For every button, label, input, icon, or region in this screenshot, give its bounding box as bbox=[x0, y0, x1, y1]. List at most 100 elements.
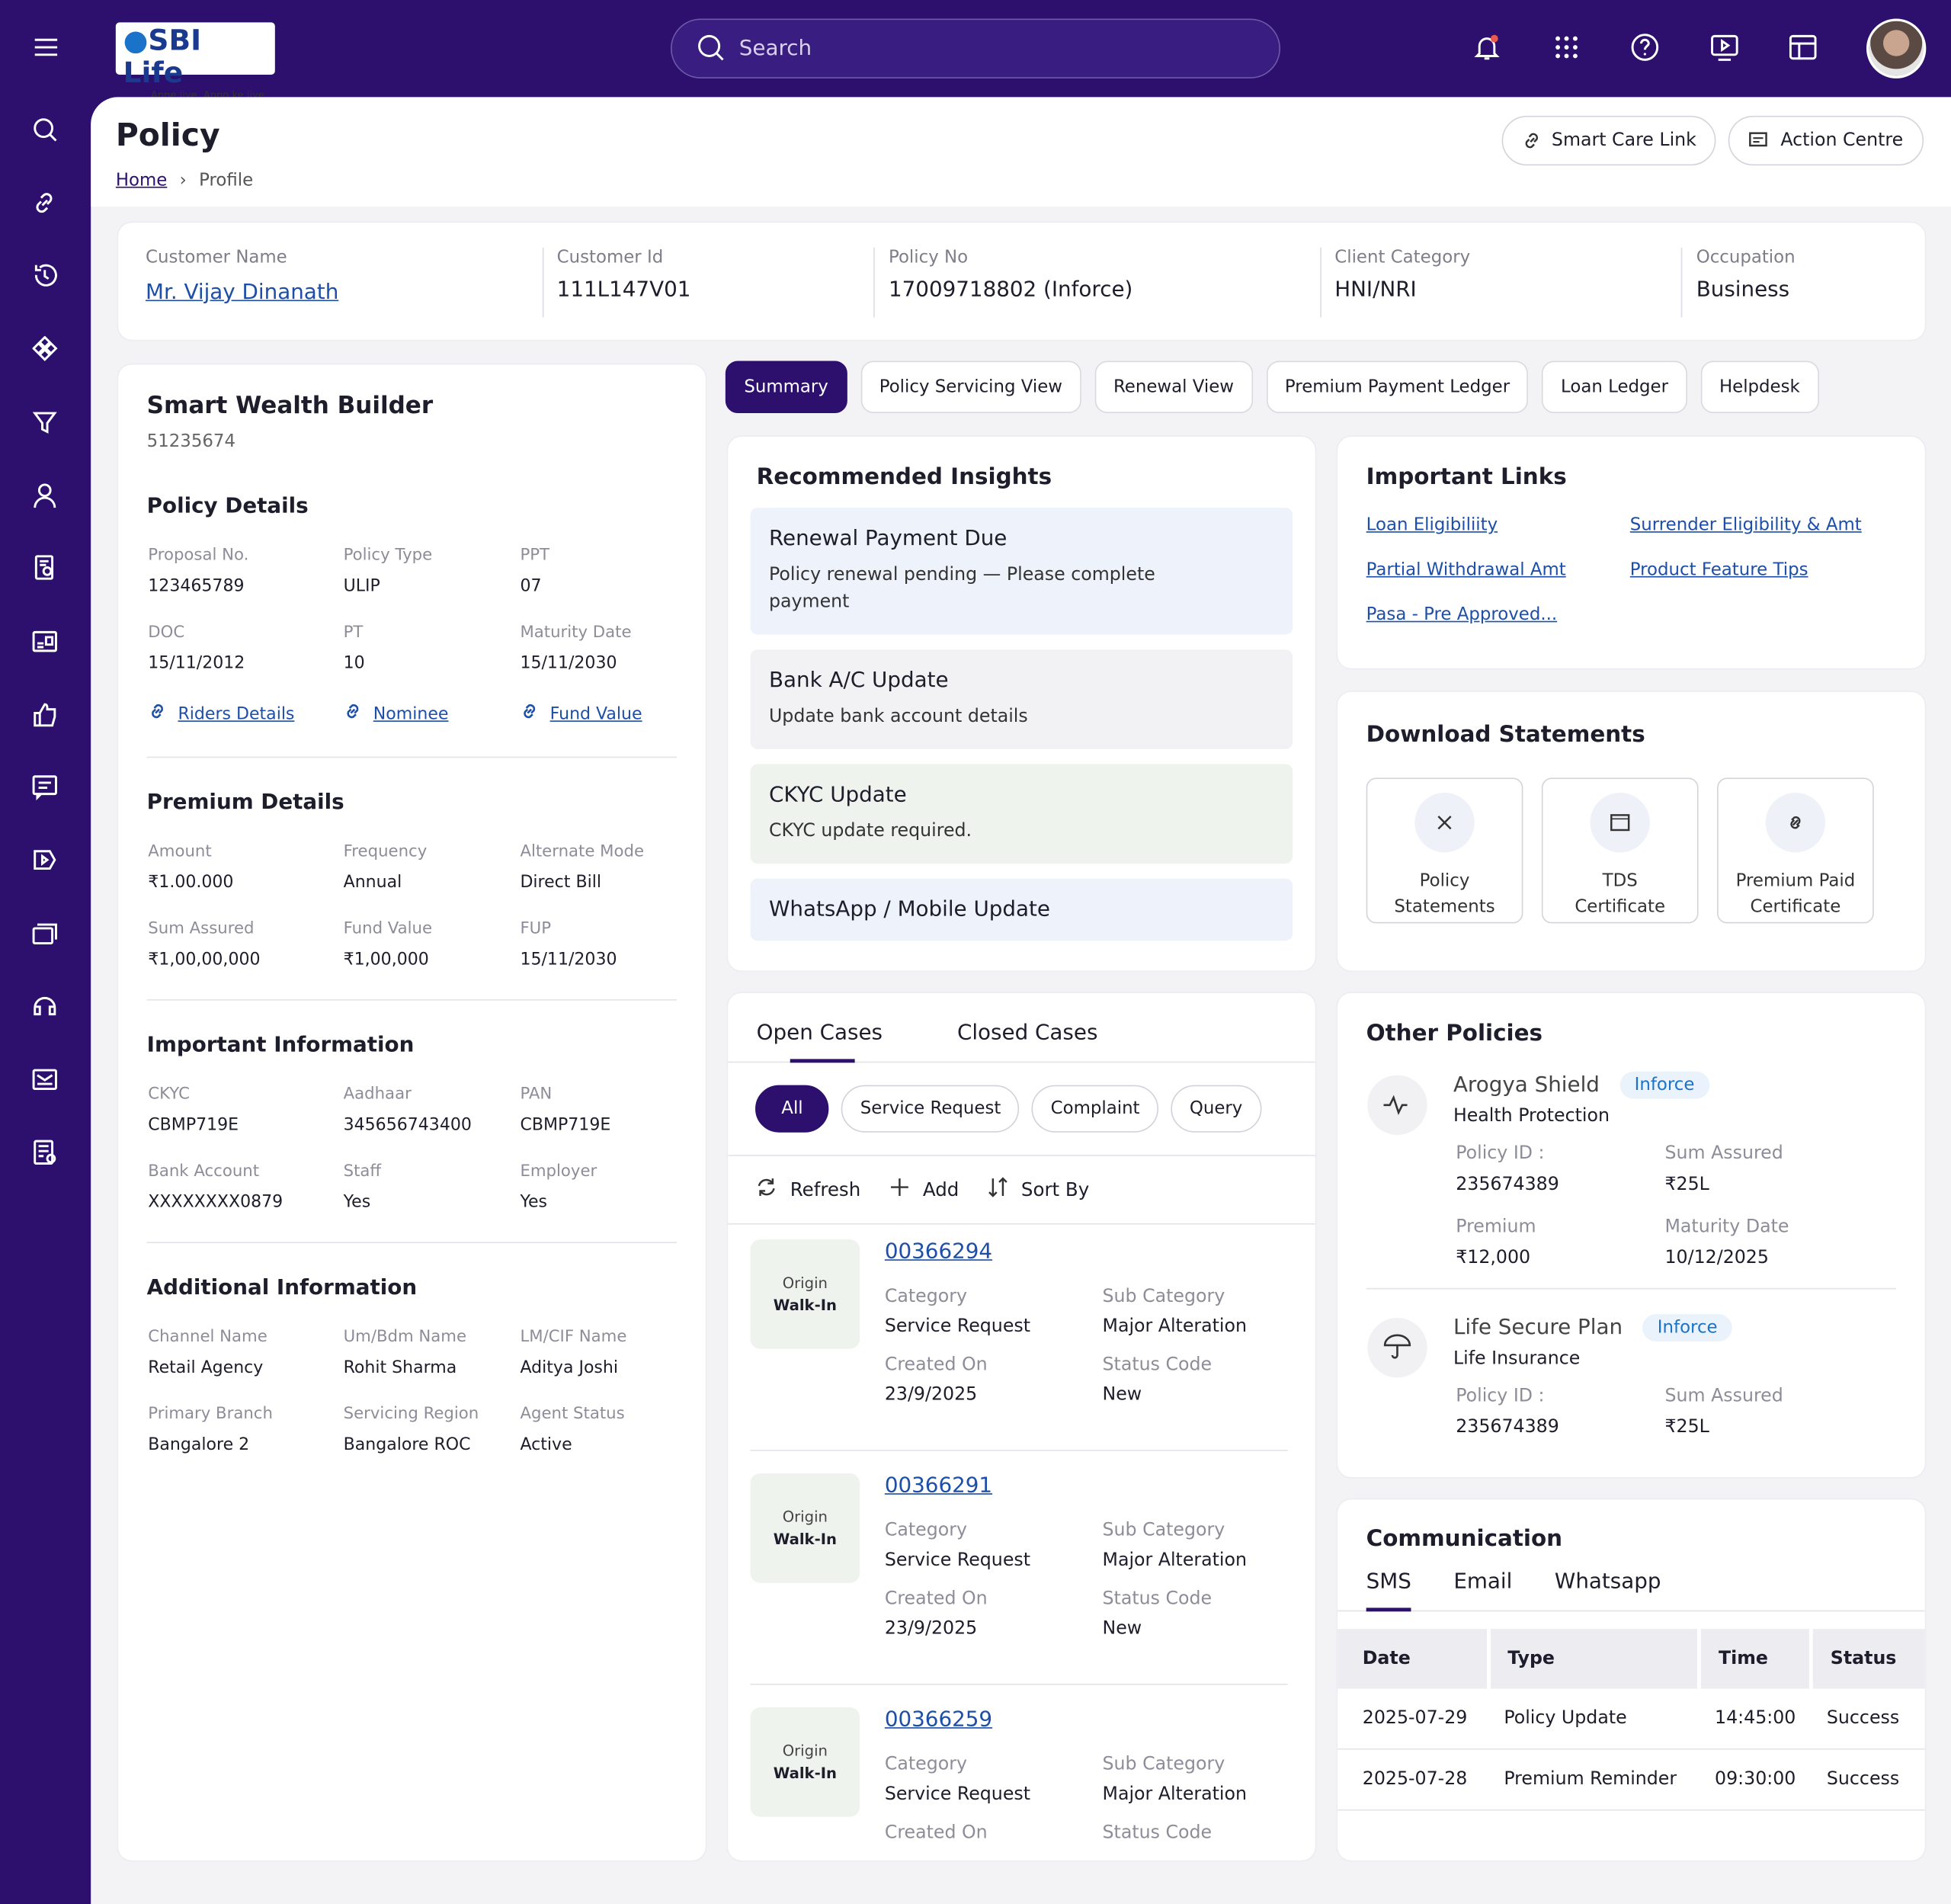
case-id[interactable]: 00366259 bbox=[884, 1707, 993, 1733]
top-icon[interactable] bbox=[1631, 34, 1661, 69]
comm-tab[interactable]: Email bbox=[1453, 1569, 1513, 1595]
toolbar-label: Refresh bbox=[790, 1178, 861, 1201]
case-details: 00366291 Category Service Request Sub Categ… bbox=[885, 1473, 1288, 1662]
sidebar-icon[interactable] bbox=[32, 555, 59, 587]
case-id[interactable]: 00366291 bbox=[884, 1473, 993, 1499]
important-link[interactable]: Surrender Eligibility & Amt bbox=[1629, 514, 1862, 536]
case-field: Created On bbox=[885, 1823, 1103, 1843]
sidebar-icon[interactable] bbox=[32, 993, 59, 1025]
toolbar-button[interactable]: Sort By bbox=[986, 1176, 1089, 1204]
sidebar-icon[interactable] bbox=[32, 482, 59, 514]
sidebar-icon[interactable] bbox=[32, 921, 59, 953]
field-label: Status Code bbox=[1102, 1588, 1213, 1610]
field: LM/CIF Name Aditya Joshi bbox=[519, 1328, 677, 1377]
policy-number: 51235674 bbox=[146, 431, 236, 452]
field-value: 345656743400 bbox=[343, 1114, 472, 1135]
case-fields: Category Service Request Sub Category Major… bbox=[885, 1521, 1288, 1639]
table-cell: 2025-07-28 bbox=[1338, 1750, 1487, 1811]
filter-chip[interactable]: Query bbox=[1171, 1085, 1261, 1133]
sidebar-icon[interactable] bbox=[32, 1140, 59, 1172]
case-field: Category Service Request bbox=[885, 1521, 1103, 1570]
tab[interactable]: Renewal View bbox=[1094, 361, 1253, 414]
field-value: ₹1,00,00,000 bbox=[148, 949, 261, 970]
detail-link[interactable]: Fund Value bbox=[519, 700, 677, 726]
filter-chip[interactable]: Service Request bbox=[841, 1085, 1020, 1133]
breadcrumb-home[interactable]: Home bbox=[115, 170, 168, 191]
case-field: Sub Category Major Alteration bbox=[1103, 1521, 1288, 1570]
policy-type: Life Insurance bbox=[1453, 1348, 1581, 1369]
detail-link[interactable]: Riders Details bbox=[147, 700, 342, 726]
top-icon[interactable] bbox=[1552, 34, 1582, 69]
tab[interactable]: Policy Servicing View bbox=[860, 361, 1081, 414]
important-link[interactable]: Pasa - Pre Approved... bbox=[1366, 604, 1558, 625]
download-item[interactable]: TDS Certificate bbox=[1541, 777, 1699, 924]
logo[interactable]: ●SBI Life Apne liye. Apno ke liye. bbox=[115, 22, 275, 101]
field-value: Bangalore ROC bbox=[343, 1434, 471, 1455]
case-item: Origin Walk-In 00366294 Category Service Req… bbox=[750, 1239, 1288, 1451]
top-icon-svg bbox=[1555, 36, 1578, 59]
toolbar-button[interactable]: Add bbox=[888, 1176, 959, 1204]
table-cell: 14:45:00 bbox=[1697, 1689, 1810, 1750]
customer-field: Occupation Business bbox=[1681, 247, 1925, 318]
avatar[interactable] bbox=[1866, 18, 1927, 79]
important-link[interactable]: Product Feature Tips bbox=[1629, 559, 1808, 580]
filter-chip[interactable]: Complaint bbox=[1032, 1085, 1159, 1133]
sidebar-icon[interactable] bbox=[32, 263, 59, 295]
sidebar-icon[interactable] bbox=[32, 409, 59, 441]
top-icon[interactable] bbox=[1710, 34, 1740, 69]
insight-title: Renewal Payment Due bbox=[768, 526, 1008, 552]
sidebar-icon[interactable] bbox=[32, 190, 59, 222]
menu-icon[interactable] bbox=[32, 35, 59, 60]
smart-care-link-button[interactable]: Smart Care Link bbox=[1501, 115, 1717, 166]
field-value: Service Request bbox=[884, 1550, 1031, 1571]
sidebar-icon[interactable] bbox=[32, 848, 59, 880]
download-item[interactable]: Premium Paid Certificate bbox=[1717, 777, 1874, 924]
important-link[interactable]: Loan Eligibiliity bbox=[1366, 514, 1498, 536]
table-cell: Success bbox=[1809, 1689, 1925, 1750]
case-tab[interactable]: Open Cases bbox=[757, 1021, 883, 1063]
download-item[interactable]: Policy Statements bbox=[1366, 777, 1523, 924]
policy-field: Policy ID : 235674389 bbox=[1456, 1143, 1664, 1194]
sidebar-icon[interactable] bbox=[32, 628, 59, 660]
field: Sum Assured ₹1,00,00,000 bbox=[147, 920, 342, 970]
field: Maturity Date 15/11/2030 bbox=[519, 623, 677, 673]
field-label: Created On bbox=[884, 1588, 988, 1610]
tab[interactable]: Premium Payment Ledger bbox=[1266, 361, 1529, 414]
sidebar-icon[interactable] bbox=[32, 701, 59, 733]
tab[interactable]: Loan Ledger bbox=[1542, 361, 1687, 414]
field-value[interactable]: Mr. Vijay Dinanath bbox=[146, 280, 339, 305]
comm-tab[interactable]: Whatsapp bbox=[1554, 1569, 1661, 1595]
comm-tab[interactable]: SMS bbox=[1366, 1569, 1411, 1612]
sidebar-icon[interactable] bbox=[32, 774, 59, 806]
sidebar-icon[interactable] bbox=[32, 335, 59, 368]
case-field: Category Service Request bbox=[885, 1287, 1103, 1336]
top-icon[interactable] bbox=[1789, 34, 1819, 69]
sidebar-icon[interactable] bbox=[32, 1066, 59, 1098]
detail-link[interactable]: Nominee bbox=[342, 700, 519, 726]
column-header: Date bbox=[1362, 1649, 1411, 1669]
action-centre-button[interactable]: Action Centre bbox=[1728, 115, 1924, 166]
case-field: Status Code New bbox=[1103, 1589, 1288, 1639]
field-value: Service Request bbox=[884, 1784, 1031, 1805]
toolbar-icon-svg bbox=[890, 1178, 908, 1196]
card-title: Important Links bbox=[1366, 463, 1567, 491]
insight-item: Renewal Payment Due Policy renewal pendin… bbox=[750, 508, 1293, 635]
filter-chip[interactable]: All bbox=[755, 1085, 829, 1133]
tab[interactable]: Helpdesk bbox=[1700, 361, 1819, 414]
top-icon[interactable] bbox=[1473, 34, 1503, 69]
case-field: Status Code bbox=[1103, 1823, 1288, 1843]
field-value: 15/11/2030 bbox=[520, 949, 617, 970]
sidebar-icon[interactable] bbox=[32, 117, 59, 149]
field-value: New bbox=[1102, 1619, 1142, 1640]
case-tab[interactable]: Closed Cases bbox=[956, 1020, 1098, 1046]
policy-name: Arogya Shield bbox=[1453, 1072, 1600, 1098]
field-label: Category bbox=[884, 1755, 967, 1775]
button-label: Smart Care Link bbox=[1551, 130, 1696, 151]
search-box[interactable]: Search bbox=[670, 18, 1280, 79]
toolbar-button[interactable]: Refresh bbox=[755, 1176, 860, 1204]
important-link[interactable]: Partial Withdrawal Amt bbox=[1366, 559, 1566, 580]
field: Amount ₹1.00.000 bbox=[147, 842, 342, 892]
tab[interactable]: Summary bbox=[725, 361, 847, 414]
case-id[interactable]: 00366294 bbox=[884, 1239, 993, 1265]
top-icon-svg bbox=[1631, 34, 1659, 61]
